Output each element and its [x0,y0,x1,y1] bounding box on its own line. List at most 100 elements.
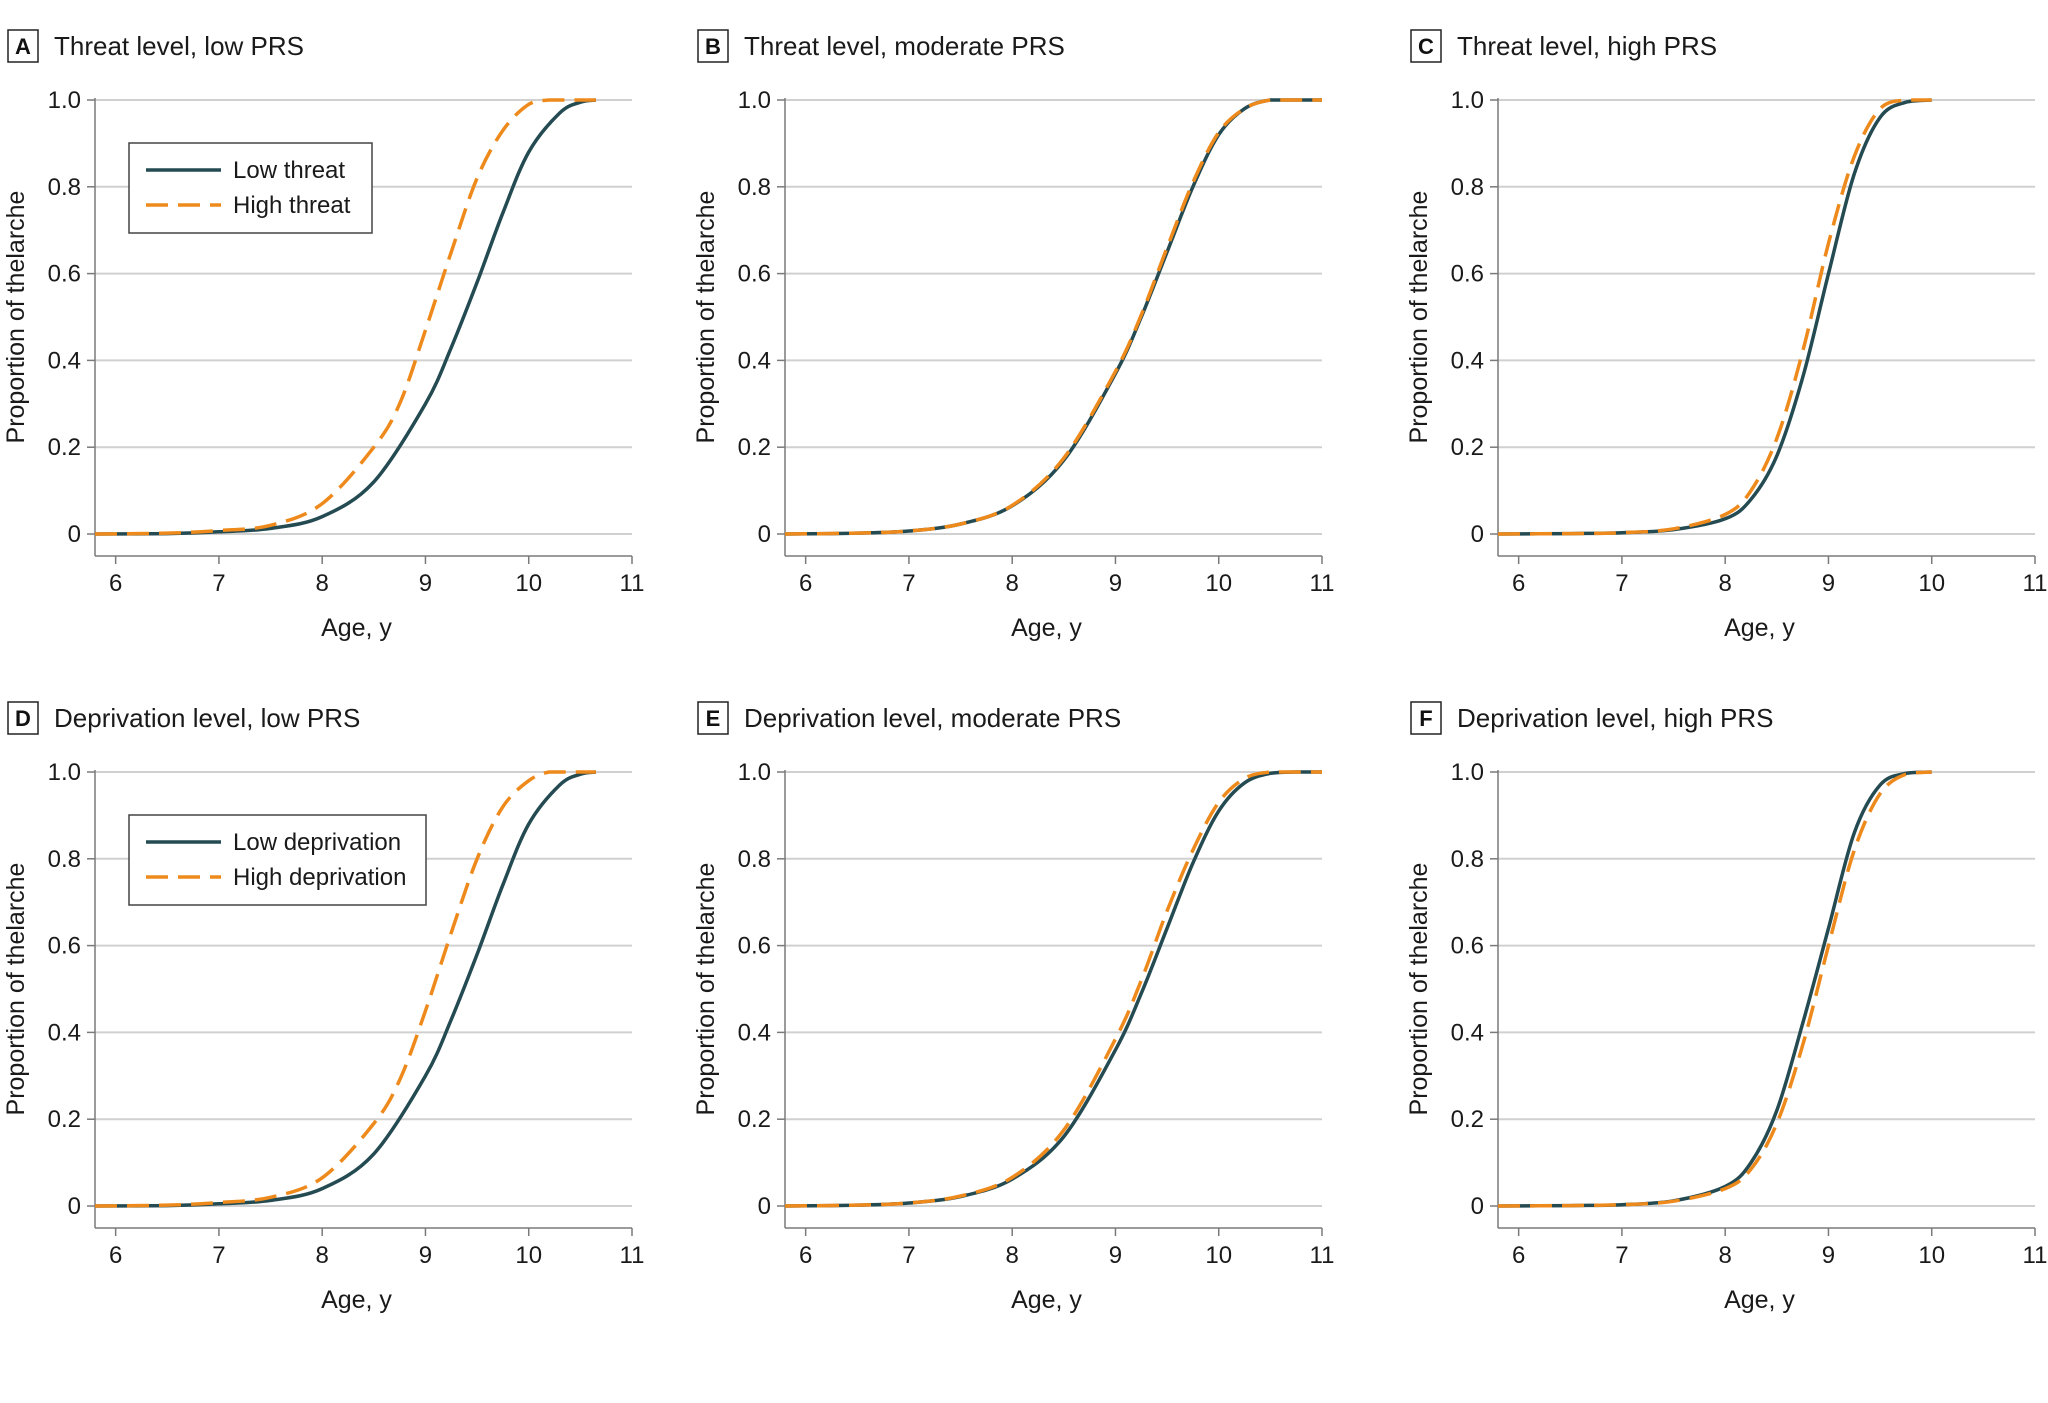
series-line-low [1497,770,1932,1208]
y-tick-label: 0.6 [738,933,771,960]
series-line-low [1497,98,1932,536]
series-line-high [94,98,596,536]
x-tick-label: 7 [212,570,225,597]
y-tick-label: 0.4 [1451,1019,1484,1046]
series-line-high [1497,98,1932,536]
panel-title: Threat level, low PRS [54,31,304,61]
y-tick-label: 0.4 [48,347,81,374]
panel-title: Threat level, high PRS [1457,31,1717,61]
y-tick-label: 1.0 [738,759,771,786]
panel-letter: B [705,34,721,59]
x-tick-label: 9 [419,570,432,597]
y-tick-label: 0.8 [1451,846,1484,873]
panel-badge [697,29,729,63]
x-tick-label: 10 [1205,570,1232,597]
y-axis-label: Proportion of thelarche [1405,191,1433,444]
panel-f: F Deprivation level, high PRS 0 0.2 0.4 0.6 0.… [1405,701,2047,1314]
y-tick-label: 0.2 [738,1106,771,1133]
x-tick-label: 10 [1205,1242,1232,1269]
panel-title: Deprivation level, high PRS [1457,703,1774,733]
y-tick-label: 0.2 [738,434,771,461]
panel-a: A Threat level, low PRS 0 0.2 0.4 0.6 0.8 1.0 6 7… [2,29,645,642]
x-axis-label: Age, y [1724,614,1795,642]
y-tick-label: 0.4 [738,347,771,374]
x-tick-label: 6 [1512,570,1525,597]
panel-letter: E [706,706,721,731]
panel-letter: C [1418,34,1434,59]
x-tick-label: 10 [1918,1242,1945,1269]
legend-label: Low deprivation [233,829,401,856]
panel-title: Deprivation level, moderate PRS [744,703,1121,733]
x-tick-label: 10 [1918,570,1945,597]
panel-c: C Threat level, high PRS 0 0.2 0.4 0.6 0.8 1.0 6… [1405,29,2047,642]
y-tick-label: 1.0 [48,87,81,114]
y-tick-label: 0.4 [738,1019,771,1046]
y-tick-label: 0.6 [48,261,81,288]
panel-letter: D [15,706,31,731]
y-tick-label: 0.8 [738,846,771,873]
y-tick-label: 0.8 [48,174,81,201]
y-tick-label: 0 [758,1193,771,1220]
x-tick-label: 10 [515,570,542,597]
x-tick-label: 9 [419,1242,432,1269]
panel-d: D Deprivation level, low PRS 0 0.2 0.4 0.6 0.8… [2,701,644,1314]
y-tick-label: 0.8 [48,846,81,873]
y-tick-label: 0 [68,521,81,548]
x-tick-label: 6 [799,570,812,597]
y-axis-label: Proportion of thelarche [692,863,720,1116]
y-tick-label: 0.2 [48,1106,81,1133]
legend-box [128,142,373,234]
y-tick-label: 0.6 [738,261,771,288]
x-tick-label: 7 [902,1242,915,1269]
x-tick-label: 9 [1822,1242,1835,1269]
series-line-high [784,770,1322,1208]
x-tick-label: 11 [1310,1242,1335,1269]
x-tick-label: 8 [316,1242,329,1269]
series-line-low [784,770,1322,1208]
y-tick-label: 0 [758,521,771,548]
x-axis-label: Age, y [1724,1286,1795,1314]
panel-b: B Threat level, moderate PRS 0 0.2 0.4 0.6 0.8… [692,29,1335,642]
x-axis-label: Age, y [1011,614,1082,642]
panel-badge [1410,29,1442,63]
x-tick-label: 6 [799,1242,812,1269]
x-tick-label: 10 [515,1242,542,1269]
y-tick-label: 0.2 [1451,434,1484,461]
x-tick-label: 7 [1615,1242,1628,1269]
panel-title: Deprivation level, low PRS [54,703,360,733]
x-tick-label: 8 [1719,1242,1732,1269]
x-tick-label: 6 [109,570,122,597]
y-tick-label: 0.2 [1451,1106,1484,1133]
y-tick-label: 0.4 [1451,347,1484,374]
y-axis-label: Proportion of thelarche [2,191,30,444]
y-axis-label: Proportion of thelarche [692,191,720,444]
panel-badge [7,701,39,735]
y-tick-label: 0.8 [738,174,771,201]
y-tick-label: 0 [1471,521,1484,548]
panel-badge [1410,701,1442,735]
x-tick-label: 11 [620,570,645,597]
panel-badge [697,701,729,735]
legend-label: High threat [233,192,351,219]
panel-title: Threat level, moderate PRS [744,31,1065,61]
panel-e: E Deprivation level, moderate PRS 0 0.2 0.4 0… [692,701,1335,1314]
y-tick-label: 0 [68,1193,81,1220]
legend-box [128,814,427,906]
x-tick-label: 7 [902,570,915,597]
y-tick-label: 0.8 [1451,174,1484,201]
x-axis-label: Age, y [321,614,392,642]
x-axis-label: Age, y [1011,1286,1082,1314]
x-tick-label: 9 [1822,570,1835,597]
y-tick-label: 1.0 [738,87,771,114]
y-tick-label: 0.6 [1451,933,1484,960]
x-tick-label: 8 [1719,570,1732,597]
x-tick-label: 11 [1310,570,1335,597]
series-line-high [784,98,1322,536]
series-line-high [94,770,596,1208]
series-line-high [1497,770,1932,1208]
x-tick-label: 6 [109,1242,122,1269]
series-line-low [784,98,1322,536]
y-tick-label: 1.0 [1451,87,1484,114]
x-tick-label: 7 [212,1242,225,1269]
